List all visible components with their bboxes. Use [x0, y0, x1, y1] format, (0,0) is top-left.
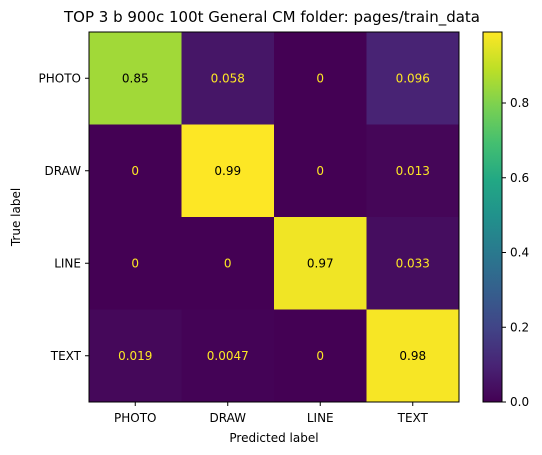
heatmap-cell: [181, 217, 274, 310]
heatmap-cell: [366, 217, 459, 310]
y-tick-label: PHOTO: [39, 71, 81, 85]
cell-value-label: 0: [131, 164, 139, 178]
x-tick-label: TEXT: [397, 411, 429, 425]
heatmap-cell: [366, 32, 459, 125]
heatmap-cells: [89, 32, 459, 402]
heatmap-cell: [274, 32, 367, 125]
x-tick-label: PHOTO: [114, 411, 156, 425]
heatmap-cell: [181, 32, 274, 125]
cell-value-label: 0.99: [214, 164, 241, 178]
heatmap-cell: [274, 124, 367, 217]
heatmap-cell: [89, 32, 182, 125]
cell-value-label: 0.013: [396, 164, 430, 178]
cell-value-label: 0.0047: [207, 349, 249, 363]
heatmap-cell: [274, 217, 367, 310]
y-tick-label: LINE: [54, 256, 81, 270]
cell-value-label: 0.98: [399, 349, 426, 363]
heatmap-cell: [181, 309, 274, 402]
cell-value-label: 0.019: [118, 349, 152, 363]
x-axis-ticks: PHOTO DRAW LINE TEXT: [114, 402, 429, 425]
heatmap-cell: [89, 124, 182, 217]
y-tick-label: DRAW: [44, 164, 81, 178]
cell-value-label: 0.97: [307, 256, 334, 270]
colorbar-tick-label: 0.4: [510, 246, 529, 260]
cell-value-label: 0: [131, 256, 139, 270]
cell-value-label: 0.096: [396, 71, 430, 85]
colorbar-tick-label: 0.2: [510, 320, 529, 334]
cell-value-label: 0: [224, 256, 232, 270]
heatmap-frame: [88, 31, 460, 403]
heatmap-cell: [89, 309, 182, 402]
heatmap-cell: [366, 309, 459, 402]
heatmap-cell-labels: 0.85 0.058 0 0.096 0 0.99 0 0.013 0 0 0.97 0.033 0.0…: [118, 71, 430, 363]
cell-value-label: 0.058: [211, 71, 245, 85]
x-tick-label: DRAW: [209, 411, 246, 425]
colorbar-tick-label: 0.0: [510, 395, 529, 409]
colorbar-ticks: 0.0 0.2 0.4 0.6 0.8: [502, 96, 529, 409]
cell-value-label: 0: [316, 71, 324, 85]
y-tick-label: TEXT: [50, 349, 82, 363]
y-axis-ticks: PHOTO DRAW LINE TEXT: [39, 71, 89, 363]
cell-value-label: 0.033: [396, 256, 430, 270]
cell-value-label: 0: [316, 164, 324, 178]
cell-value-label: 0.85: [122, 71, 149, 85]
heatmap-cell: [366, 124, 459, 217]
heatmap-cell: [274, 309, 367, 402]
x-tick-label: LINE: [307, 411, 334, 425]
y-axis-title: True label: [9, 188, 23, 247]
chart-title: TOP 3 b 900c 100t General CM folder: pag…: [63, 8, 480, 27]
cell-value-label: 0: [316, 349, 324, 363]
colorbar: [482, 31, 503, 403]
colorbar-tick-label: 0.6: [510, 171, 529, 185]
colorbar-tick-label: 0.8: [510, 96, 529, 110]
x-axis-title: Predicted label: [229, 431, 318, 445]
heatmap-cell: [89, 217, 182, 310]
heatmap-cell: [181, 124, 274, 217]
